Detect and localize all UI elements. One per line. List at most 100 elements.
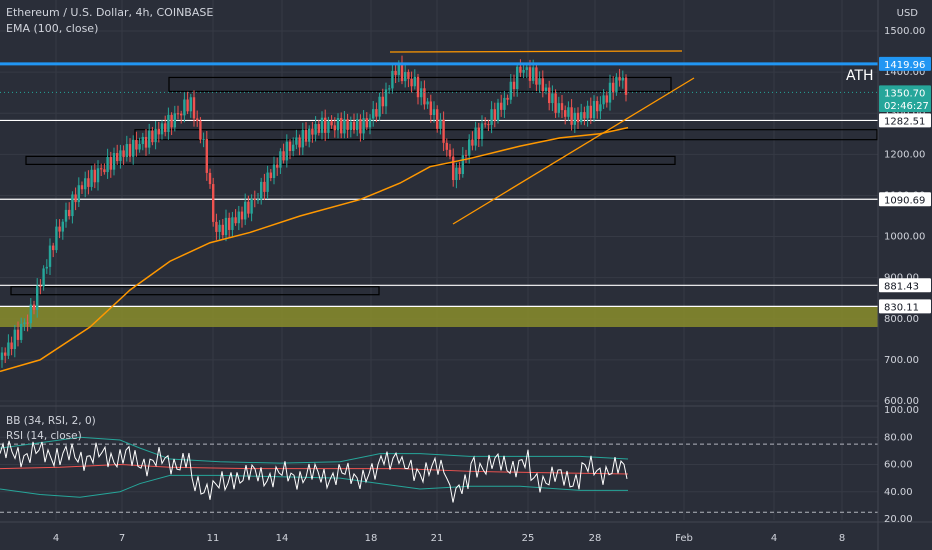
time-axis-label: 14 <box>276 533 289 544</box>
rsi-line[interactable] <box>0 440 628 503</box>
candle-body <box>564 110 567 117</box>
time-axis-label: 4 <box>53 533 59 544</box>
resistance-trendline[interactable] <box>389 50 683 53</box>
candle-body <box>592 101 596 119</box>
demand-zone[interactable] <box>0 306 878 327</box>
candle-body <box>512 81 516 90</box>
price-tick-label: 900.00 <box>884 273 919 284</box>
rsi-tick-label: 100.00 <box>884 405 919 416</box>
candle-body <box>125 144 128 158</box>
candle-body <box>263 181 266 192</box>
candle-body <box>439 119 442 129</box>
candle-body <box>48 245 52 267</box>
candle-body <box>423 88 426 105</box>
candle-body <box>612 82 615 93</box>
candle-body <box>343 119 346 134</box>
candle-body <box>13 329 16 350</box>
candle-body <box>93 169 96 183</box>
candle-body <box>292 144 295 152</box>
candle-body <box>349 121 352 131</box>
price-label: 830.11 <box>884 302 919 313</box>
price-label-box <box>879 278 931 293</box>
candle-body <box>212 184 215 222</box>
candle-body <box>599 104 602 112</box>
price-tick-label: 700.00 <box>884 355 919 366</box>
candle-body <box>560 103 564 111</box>
candle-body <box>388 88 391 90</box>
candle-body <box>452 156 455 181</box>
rectangle-drawing[interactable] <box>10 286 380 296</box>
candle-body <box>506 97 509 100</box>
candle-body <box>308 128 311 142</box>
candle-body <box>64 209 68 222</box>
candle-body <box>522 69 525 73</box>
candle-body <box>52 245 55 251</box>
candle-body <box>173 113 176 128</box>
candle-body <box>544 87 548 92</box>
candle-body <box>583 112 586 119</box>
candle-body <box>87 178 90 187</box>
rsi-indicator-label[interactable]: RSI (14, close) <box>6 430 82 442</box>
candle-body <box>90 169 93 187</box>
candle-body <box>570 107 573 125</box>
candle-body <box>362 118 365 134</box>
candle-body <box>605 95 608 103</box>
candle-body <box>247 201 250 214</box>
candle-body <box>368 118 372 128</box>
time-axis-label: 11 <box>207 533 220 544</box>
candle-body <box>618 76 621 81</box>
candle-body <box>74 194 77 203</box>
price-tick-label: 600.00 <box>884 396 919 407</box>
candle-body <box>202 139 205 141</box>
candle-body <box>160 123 164 135</box>
candle-body <box>116 153 119 162</box>
candle-body <box>106 156 109 173</box>
candle-body <box>237 211 240 224</box>
candle-body <box>436 109 439 129</box>
candle-body <box>196 118 199 121</box>
ema-line[interactable] <box>0 126 629 373</box>
candle-body <box>484 123 487 125</box>
price-label: 1419.96 <box>884 60 925 71</box>
bb-indicator-label[interactable]: BB (34, RSI, 2, 0) <box>6 415 96 427</box>
price-label: 1282.51 <box>884 116 925 127</box>
candle-body <box>608 82 612 103</box>
candle-body <box>4 352 7 356</box>
price-label: 1090.69 <box>884 195 925 206</box>
candle-body <box>528 67 532 81</box>
candle-body <box>295 137 298 145</box>
candle-body <box>20 323 23 340</box>
candle-body <box>244 201 247 220</box>
candle-body <box>26 322 29 324</box>
candle-body <box>141 136 144 145</box>
candle-body <box>285 141 288 161</box>
candle-body <box>336 118 340 131</box>
rectangle-drawing[interactable] <box>134 129 878 141</box>
ema-indicator-label[interactable]: EMA (100, close) <box>6 22 99 35</box>
candle-body <box>250 198 253 214</box>
candle-body <box>535 67 538 85</box>
candle-body <box>132 139 135 157</box>
candle-body <box>320 117 324 133</box>
price-tick-label: 1500.00 <box>884 26 925 37</box>
candle-body <box>420 88 423 98</box>
candle-body <box>375 109 378 117</box>
candle-body <box>554 93 557 113</box>
candle-body <box>474 127 477 146</box>
support-trendline[interactable] <box>452 77 695 225</box>
candle-body <box>576 112 580 123</box>
price-label-box <box>879 192 931 207</box>
candle-body <box>468 139 471 156</box>
candle-body <box>221 224 224 236</box>
candle-body <box>480 123 484 140</box>
candle-body <box>340 118 343 134</box>
rectangle-drawing[interactable] <box>25 155 676 165</box>
price-label-box <box>879 299 931 314</box>
candle-body <box>477 127 480 140</box>
candle-body <box>442 119 445 143</box>
symbol-title[interactable]: Ethereum / U.S. Dollar, 4h, COINBASE <box>6 6 214 19</box>
candle-body <box>36 285 39 310</box>
candle-body <box>128 144 132 157</box>
